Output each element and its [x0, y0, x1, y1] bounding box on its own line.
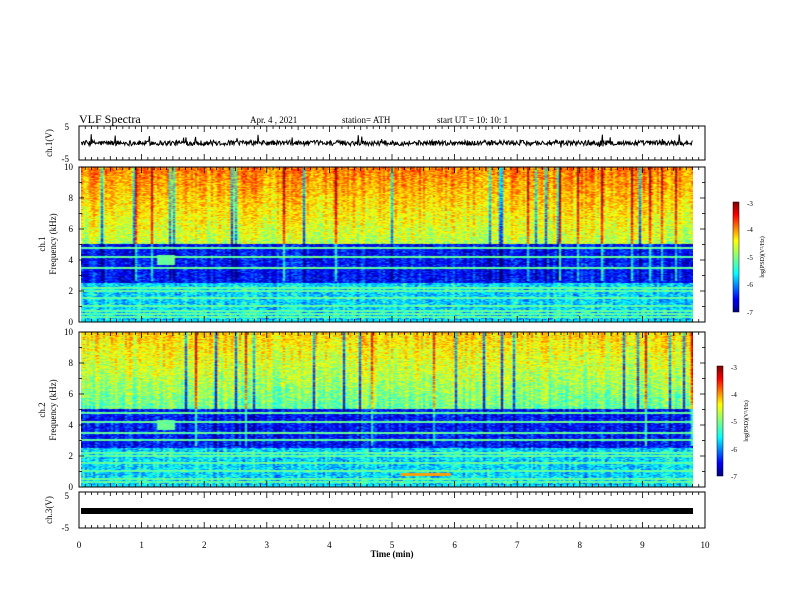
ch3-voltage-trace	[81, 508, 693, 514]
ch1-time-ticks	[78, 126, 706, 160]
ch2-spectrogram-image	[81, 332, 693, 487]
ch2-freq-tick-2: 2	[69, 451, 74, 461]
ch1-freq-tick-4: 4	[69, 255, 74, 265]
ch1-cbar-label: log(PSD)(V²/Hz)	[759, 236, 766, 277]
ch3-voltage-panel: 5 -5 ch.3(V)	[44, 491, 706, 533]
ch1-ytick-top: 5	[65, 122, 70, 132]
time-tick-label: 6	[452, 540, 457, 550]
ch3-ylabel: ch.3(V)	[44, 496, 54, 524]
time-tick-label: 0	[77, 540, 82, 550]
ch2-channel-label: ch.2	[37, 402, 47, 417]
time-tick-label: 5	[390, 540, 395, 550]
ch1-cbar-tick-m6: -6	[747, 281, 753, 289]
ch1-frequency-label: Frequency (kHz)	[48, 213, 58, 274]
ch1-spectrogram-panel: 0 2 4 6 8 10 ch.1 Frequency (kHz)	[37, 162, 706, 327]
ch3-ytick-bottom: -5	[62, 523, 70, 533]
ch1-freq-tick-0: 0	[69, 317, 74, 327]
ch2-cbar-tick-m5: -5	[731, 418, 737, 426]
time-tick-label: 8	[578, 540, 583, 550]
time-tick-label: 7	[515, 540, 520, 550]
ch2-spectrogram-panel: 0 2 4 6 8 10 ch.2 Frequency (kHz)	[37, 327, 706, 492]
ch1-cbar-tick-m7: -7	[747, 309, 753, 317]
ch2-cbar-tick-m6: -6	[731, 446, 737, 454]
time-axis-label: Time (min)	[370, 549, 413, 559]
ch1-channel-label: ch.1	[37, 236, 47, 251]
ch1-cbar-tick-m4: -4	[747, 226, 753, 234]
ch2-colorbar-gradient	[716, 365, 724, 477]
ch3-time-ticks	[78, 492, 706, 528]
ch2-spectrogram-ticks	[78, 331, 706, 488]
ch1-ytick-bottom: -5	[62, 154, 70, 164]
ch1-freq-tick-2: 2	[69, 286, 74, 296]
time-tick-label: 9	[640, 540, 645, 550]
ch1-freq-tick-8: 8	[69, 193, 74, 203]
ch1-cbar-tick-m3: -3	[747, 200, 753, 208]
time-tick-label: 3	[265, 540, 270, 550]
ch2-freq-tick-8: 8	[69, 358, 74, 368]
time-tick-label: 10	[701, 540, 711, 550]
ch1-voltage-trace	[80, 134, 693, 148]
ch1-colorbar: -3 -4 -5 -6 -7 log(PSD)(V²/Hz)	[732, 200, 766, 317]
ch2-colorbar: -3 -4 -5 -6 -7 log(PSD)(V²/Hz)	[716, 364, 750, 481]
ch1-freq-tick-10: 10	[64, 162, 74, 172]
time-tick-label: 1	[139, 540, 144, 550]
ch1-spectrogram-image	[81, 167, 693, 322]
header-date: Apr. 4 , 2021	[250, 115, 297, 125]
header-station: station= ATH	[342, 115, 391, 125]
ch2-cbar-tick-m3: -3	[731, 364, 737, 372]
ch2-cbar-tick-m4: -4	[731, 391, 737, 399]
ch2-cbar-tick-m7: -7	[731, 473, 737, 481]
ch2-freq-tick-6: 6	[69, 389, 74, 399]
ch1-spectrogram-ticks	[78, 166, 706, 323]
ch1-voltage-panel: 5 -5 ch.1(V)	[44, 122, 706, 164]
ch2-cbar-label: log(PSD)(V²/Hz)	[743, 400, 750, 441]
time-tick-label: 2	[202, 540, 207, 550]
ch2-frequency-label: Frequency (kHz)	[48, 379, 58, 440]
ch1-ylabel: ch.1(V)	[44, 129, 54, 157]
figure-title: VLF Spectra	[79, 112, 141, 126]
time-tick-label: 4	[327, 540, 332, 550]
ch2-freq-tick-10: 10	[64, 327, 74, 337]
header-start-ut: start UT = 10: 10: 1	[437, 115, 508, 125]
ch1-freq-tick-6: 6	[69, 224, 74, 234]
ch1-colorbar-gradient	[732, 201, 740, 313]
time-axis-tick-labels: 0 1 2 3 4 5 6 7 8 9 10	[77, 540, 710, 550]
ch2-freq-tick-4: 4	[69, 420, 74, 430]
ch2-freq-tick-0: 0	[69, 482, 74, 492]
ch1-cbar-tick-m5: -5	[747, 254, 753, 262]
ch3-ytick-top: 5	[65, 491, 70, 501]
